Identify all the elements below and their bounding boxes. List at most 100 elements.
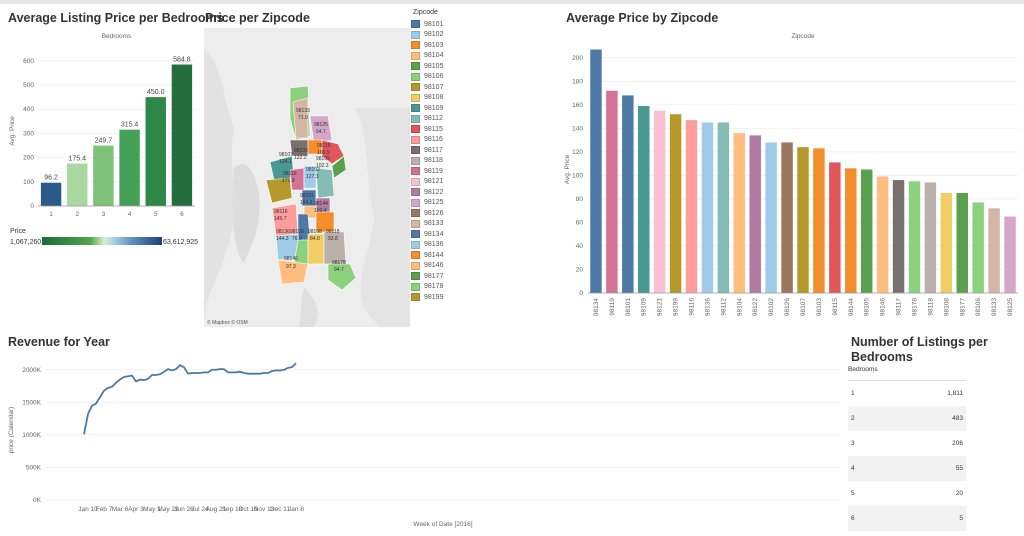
zipcode-xtick: 98177: [959, 298, 966, 316]
zipcode-bar[interactable]: [797, 147, 809, 293]
zipcode-legend-item[interactable]: 98108: [411, 93, 481, 104]
zipcode-bar[interactable]: [940, 193, 953, 293]
zipcode-bar[interactable]: [813, 148, 825, 293]
zipcode-legend-item[interactable]: 98115: [411, 124, 481, 135]
zipcode-legend-item[interactable]: 98102: [411, 30, 481, 41]
zipcode-bar[interactable]: [924, 182, 937, 293]
zipcode-bar[interactable]: [622, 95, 634, 294]
chart-title-bedrooms: Average Listing Price per Bedrooms: [8, 11, 224, 25]
zipcode-legend-item[interactable]: 98103: [411, 40, 481, 51]
region-98102[interactable]: [303, 165, 317, 189]
zipcode-bar[interactable]: [685, 120, 698, 293]
zipcode-bar[interactable]: [972, 202, 984, 293]
zipcode-legend-item[interactable]: 98146: [411, 261, 481, 272]
zipcode-bar[interactable]: [606, 90, 618, 293]
listings-row[interactable]: 3 206: [848, 431, 966, 456]
zipcode-bar[interactable]: [781, 142, 793, 293]
bedrooms-bar[interactable]: [93, 145, 114, 206]
bedrooms-xtick: 3: [102, 211, 106, 218]
zipcode-legend-label: 98116: [424, 136, 443, 144]
zipcode-legend-item[interactable]: 98106: [411, 72, 481, 83]
zipcode-legend-item[interactable]: 98105: [411, 61, 481, 72]
zipcode-bar[interactable]: [988, 208, 1000, 293]
zipcode-bar[interactable]: [956, 193, 968, 293]
zipcode-legend-item[interactable]: 98122: [411, 187, 481, 198]
bedrooms-ytick: 0: [30, 203, 34, 210]
zipcode-bar[interactable]: [1004, 216, 1016, 293]
zipcode-legend-item[interactable]: 98117: [411, 145, 481, 156]
zipcode-legend-item[interactable]: 98121: [411, 177, 481, 188]
zipcode-bar[interactable]: [653, 110, 666, 293]
revenue-xtick: Oct 16: [238, 506, 258, 513]
region-98117[interactable]: [289, 139, 309, 157]
zipcode-legend-item[interactable]: 98199: [411, 292, 481, 303]
region-98112[interactable]: [315, 167, 335, 199]
zipcode-bar[interactable]: [733, 133, 746, 293]
region-98146[interactable]: [277, 259, 309, 285]
zipcode-legend-item[interactable]: 98126: [411, 208, 481, 219]
zipcode-xtick: 98146: [880, 298, 887, 316]
zipcode-legend-item[interactable]: 98101: [411, 19, 481, 30]
map-label-98118-value: 93.8: [328, 236, 338, 242]
zipcode-legend-swatch: [411, 104, 420, 113]
zipcode-bar[interactable]: [701, 122, 714, 293]
region-98125[interactable]: [309, 115, 333, 145]
zipcode-legend-item[interactable]: 98134: [411, 229, 481, 240]
listings-bedrooms: 6: [851, 515, 855, 522]
zipcode-legend-item[interactable]: 98112: [411, 114, 481, 125]
revenue-line-chart: price (Calendar) 0K 500K 1000K 1500K 2000K Jan…: [8, 362, 840, 528]
map-label-98116: 98116: [274, 209, 288, 215]
zipcode-legend-label: 98102: [424, 31, 444, 39]
zipcode-bar[interactable]: [765, 142, 777, 293]
bedrooms-bar[interactable]: [171, 64, 193, 206]
zipcode-map[interactable]: 98133 71.0 98125 64.7 98115 109.9 98103 …: [204, 28, 410, 327]
zipcode-legend-item[interactable]: 98178: [411, 282, 481, 293]
zipcode-legend-item[interactable]: 98133: [411, 219, 481, 230]
revenue-ytick: 500K: [26, 464, 42, 471]
zipcode-bar[interactable]: [669, 114, 682, 293]
bedrooms-bar[interactable]: [119, 129, 140, 206]
region-98115[interactable]: [321, 139, 345, 165]
zipcode-xtick: 98144: [848, 298, 855, 316]
listings-title: Number of Listings per Bedrooms: [851, 335, 988, 364]
listings-row[interactable]: 4 55: [848, 456, 966, 481]
zipcode-xtick: 98115: [832, 298, 839, 316]
zipcode-legend-item[interactable]: 98109: [411, 103, 481, 114]
zipcode-bar[interactable]: [829, 162, 841, 293]
bedrooms-bar[interactable]: [145, 97, 166, 206]
listings-row[interactable]: 5 20: [848, 481, 966, 506]
region-98199[interactable]: [265, 177, 293, 204]
zipcode-legend-swatch: [411, 219, 420, 228]
zipcode-legend-swatch: [411, 272, 420, 281]
zipcode-legend-item[interactable]: 98119: [411, 166, 481, 177]
zipcode-bar[interactable]: [845, 168, 857, 293]
zipcode-xtick: 98119: [609, 298, 616, 316]
zipcode-legend-item[interactable]: 98125: [411, 198, 481, 209]
zipcode-legend-item[interactable]: 98144: [411, 250, 481, 261]
zipcode-legend-item[interactable]: 98177: [411, 271, 481, 282]
listings-row[interactable]: 1 1,811: [848, 381, 966, 406]
bedrooms-ytick: 400: [23, 106, 34, 113]
region-98105[interactable]: [331, 155, 347, 179]
bedrooms-bar[interactable]: [67, 163, 88, 206]
revenue-line[interactable]: [83, 362, 297, 435]
zipcode-bar[interactable]: [860, 169, 873, 294]
zipcode-legend-item[interactable]: 98118: [411, 156, 481, 167]
price-legend-min: 1,067,260: [10, 239, 42, 246]
zipcode-legend-item[interactable]: 98116: [411, 135, 481, 146]
region-98178[interactable]: [327, 263, 357, 291]
zipcode-bar[interactable]: [717, 122, 730, 293]
zipcode-bar[interactable]: [590, 49, 602, 294]
zipcode-legend-item[interactable]: 98136: [411, 240, 481, 251]
zipcode-legend-item[interactable]: 98107: [411, 82, 481, 93]
zipcode-bar[interactable]: [908, 181, 921, 293]
listings-row[interactable]: 2 483: [848, 406, 966, 431]
zipcode-legend-item[interactable]: 98104: [411, 51, 481, 62]
bedrooms-bar[interactable]: [40, 182, 62, 206]
region-98133[interactable]: [292, 97, 309, 139]
zipcode-bar[interactable]: [749, 135, 761, 293]
zipcode-bar[interactable]: [638, 105, 650, 293]
zipcode-bar[interactable]: [892, 180, 905, 293]
zipcode-bar[interactable]: [876, 176, 889, 293]
